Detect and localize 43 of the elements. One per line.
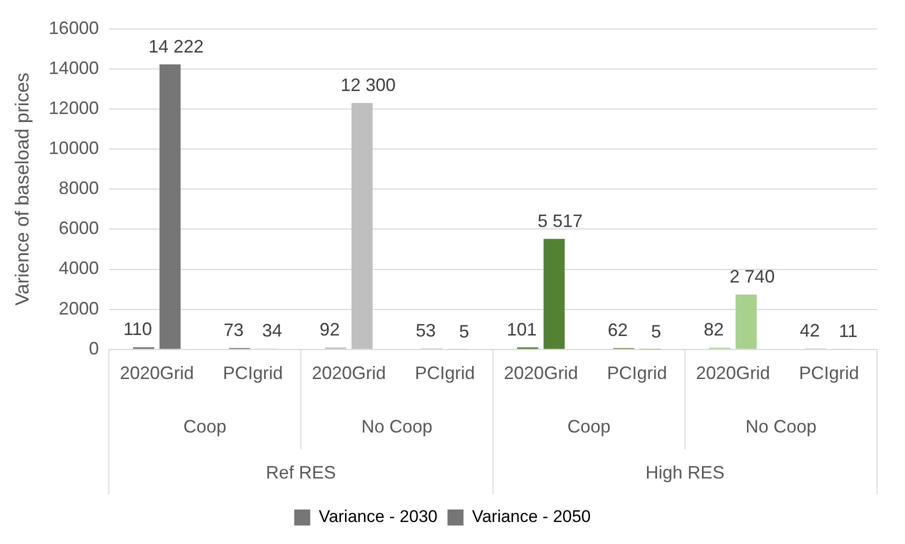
y-axis-title: Varience of baseload prices <box>12 72 34 306</box>
text: No Coop <box>361 416 432 436</box>
text: Coop <box>567 416 610 436</box>
legend-label: Variance - 2050 <box>472 507 591 526</box>
data-label: 53 <box>416 320 436 340</box>
x-tick-label: 2020Grid <box>312 363 386 384</box>
text: High RES <box>645 462 724 482</box>
data-label: 110 <box>123 319 152 340</box>
text: Ref RES <box>266 462 336 482</box>
data-label: 73 <box>224 320 244 340</box>
y-tick-label: 16000 <box>48 18 99 38</box>
data-label: 5 <box>651 321 662 342</box>
data-label: 82 <box>704 320 724 340</box>
y-tick-label: 6000 <box>58 218 99 238</box>
x-tick-label: 2020Grid <box>120 363 194 384</box>
bar <box>160 64 181 349</box>
data-label: 101 <box>506 319 537 340</box>
data-label: 12 300 <box>340 74 396 95</box>
legend-label: Variance - 2030 <box>318 507 438 526</box>
x-tick-label: PCIgrid <box>798 363 860 384</box>
x-tick-label: PCIgrid <box>606 363 667 384</box>
text: No Coop <box>745 416 817 436</box>
data-label: 92 <box>320 320 340 340</box>
y-tick-label: 8000 <box>58 178 99 198</box>
data-label: 5 517 <box>538 210 583 231</box>
y-tick-label: 2000 <box>58 298 99 318</box>
x-tick-label: PCIgrid <box>414 363 475 384</box>
data-label: 42 <box>800 320 820 341</box>
y-tick-label: 10000 <box>48 138 99 158</box>
y-tick-label: 0 <box>88 338 99 358</box>
data-label: 34 <box>262 320 282 341</box>
text: Coop <box>183 416 226 436</box>
data-label: 2 740 <box>730 266 775 286</box>
data-label: 62 <box>608 320 628 340</box>
data-label: 11 <box>838 321 858 342</box>
x-tick-label: 2020Grid <box>504 363 578 384</box>
y-tick-label: 14000 <box>48 58 99 78</box>
y-tick-label: 4000 <box>58 258 99 278</box>
y-tick-label: 12000 <box>48 98 99 118</box>
x-tick-label: PCIgrid <box>222 363 283 384</box>
x-tick-label: 2020Grid <box>696 363 770 384</box>
data-label: 5 <box>459 321 470 342</box>
data-label: 14 222 <box>148 36 204 56</box>
